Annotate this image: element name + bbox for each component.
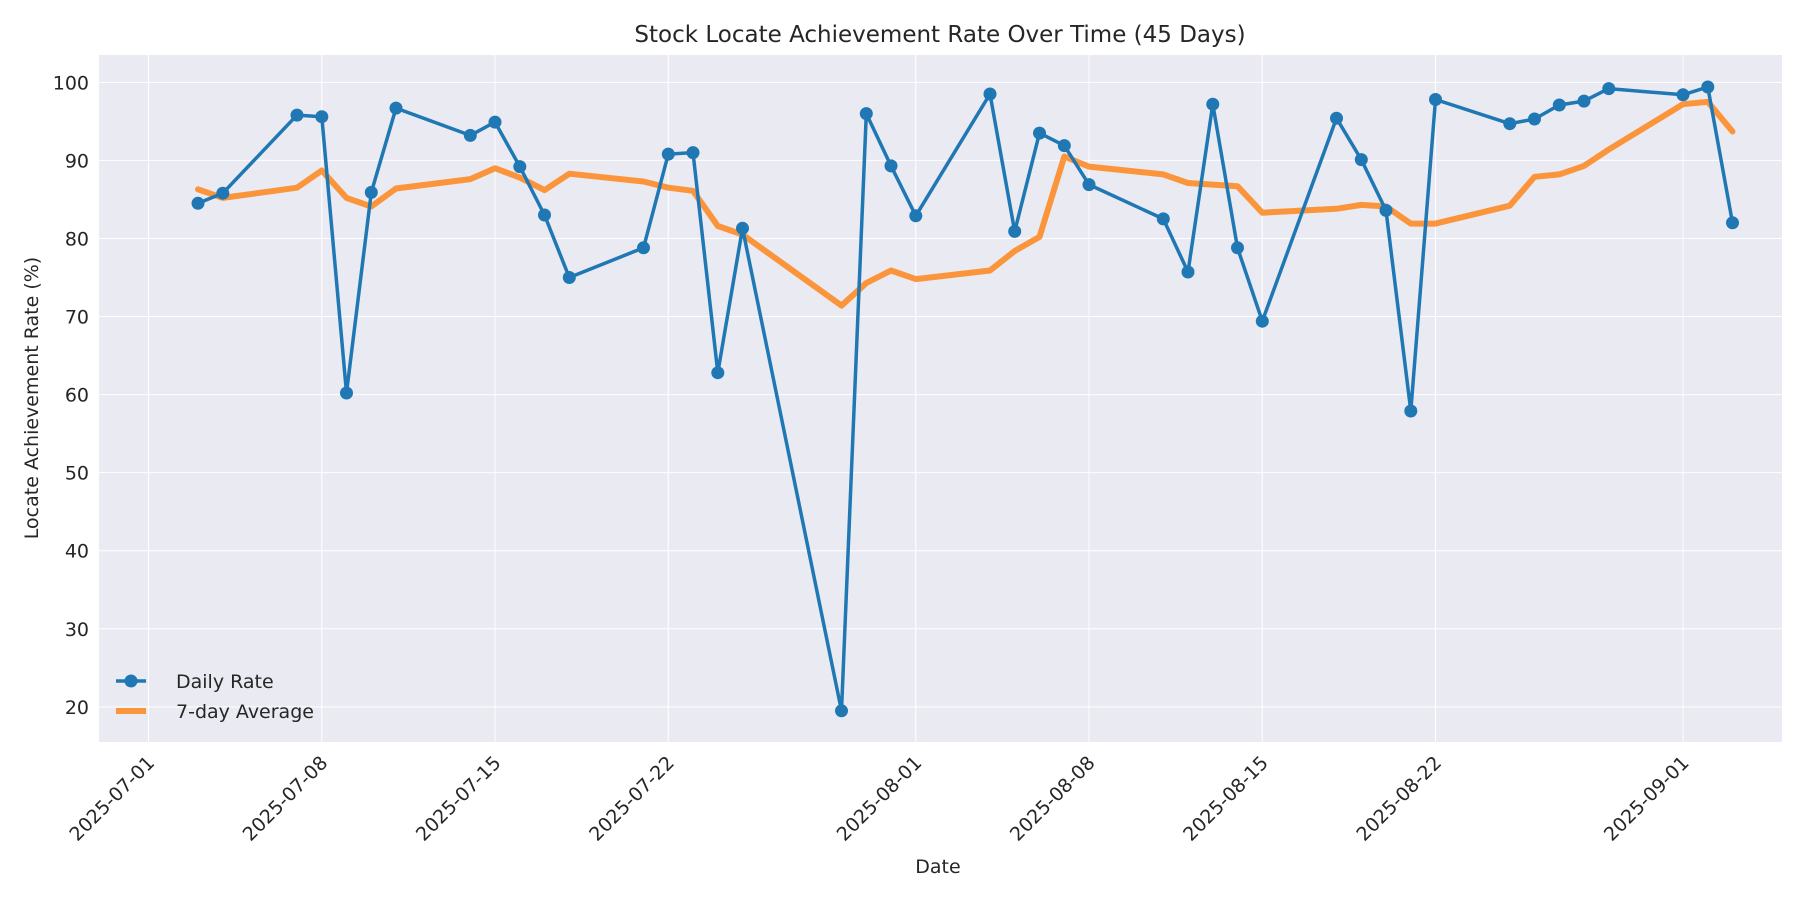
y-tick-labels: 20 30 40 50 60 70 80 90 100	[53, 72, 89, 719]
daily-rate-point	[1082, 178, 1096, 192]
daily-rate-point	[1602, 82, 1616, 96]
daily-rate-point	[216, 186, 230, 200]
daily-rate-point	[463, 128, 477, 142]
daily-rate-point	[290, 108, 304, 122]
daily-rate-point	[1379, 203, 1393, 217]
daily-rate-point	[661, 147, 675, 161]
daily-rate-point	[1156, 212, 1170, 226]
y-tick-label: 100	[53, 72, 89, 94]
y-tick-label: 70	[65, 307, 89, 329]
y-tick-label: 40	[65, 541, 89, 563]
daily-rate-point	[1528, 112, 1541, 126]
y-tick-label: 30	[65, 619, 89, 641]
daily-rate-point	[513, 160, 527, 174]
daily-rate-point	[1676, 88, 1690, 102]
y-tick-label: 20	[65, 697, 89, 719]
daily-rate-point	[1255, 314, 1269, 328]
daily-rate-point	[1033, 126, 1046, 140]
daily-rate-point	[884, 159, 898, 173]
daily-rate-point	[1057, 139, 1071, 153]
daily-rate-point	[315, 110, 329, 124]
daily-rate-point	[686, 146, 700, 160]
chart-title: Stock Locate Achievement Rate Over Time …	[634, 22, 1245, 48]
y-tick-label: 60	[65, 385, 89, 407]
daily-rate-point	[1429, 93, 1442, 106]
daily-rate-point	[1231, 241, 1244, 255]
daily-rate-point	[637, 241, 650, 255]
daily-rate-point	[859, 107, 873, 121]
daily-rate-point	[909, 209, 923, 223]
daily-rate-point	[364, 185, 378, 199]
daily-rate-point	[488, 115, 502, 129]
x-axis-label: Date	[915, 856, 960, 878]
y-axis-label: Locate Achievement Rate (%)	[21, 257, 43, 539]
daily-rate-point	[1330, 111, 1343, 125]
legend: Daily Rate 7-day Average	[116, 671, 314, 723]
daily-rate-point	[1354, 153, 1368, 167]
daily-rate-point	[1726, 216, 1739, 230]
y-tick-label: 90	[65, 150, 89, 172]
daily-rate-point	[983, 87, 997, 101]
daily-rate-point	[191, 196, 205, 210]
daily-rate-point	[340, 386, 353, 400]
daily-rate-point	[1701, 80, 1715, 94]
plot-area	[99, 55, 1782, 742]
daily-rate-point	[711, 366, 725, 380]
daily-rate-point	[1404, 404, 1418, 418]
daily-rate-point	[1181, 265, 1195, 279]
daily-rate-point	[1008, 224, 1022, 238]
daily-rate-point	[1552, 98, 1566, 112]
series-layer	[191, 80, 1739, 718]
y-tick-label: 50	[65, 463, 89, 485]
daily-rate-point	[389, 101, 403, 115]
daily-rate-point	[1206, 97, 1220, 111]
legend-daily-marker	[124, 674, 138, 688]
daily-rate-point	[562, 271, 576, 284]
daily-rate-point	[538, 208, 551, 222]
y-tick-label: 80	[65, 228, 89, 250]
legend-average-label: 7-day Average	[176, 701, 314, 723]
daily-rate-point	[1503, 117, 1517, 131]
daily-rate-point	[1577, 94, 1591, 108]
daily-rate-point	[736, 221, 749, 235]
legend-daily-label: Daily Rate	[176, 671, 274, 693]
daily-rate-point	[835, 704, 848, 718]
series-line-7-day-average	[195, 98, 1736, 309]
